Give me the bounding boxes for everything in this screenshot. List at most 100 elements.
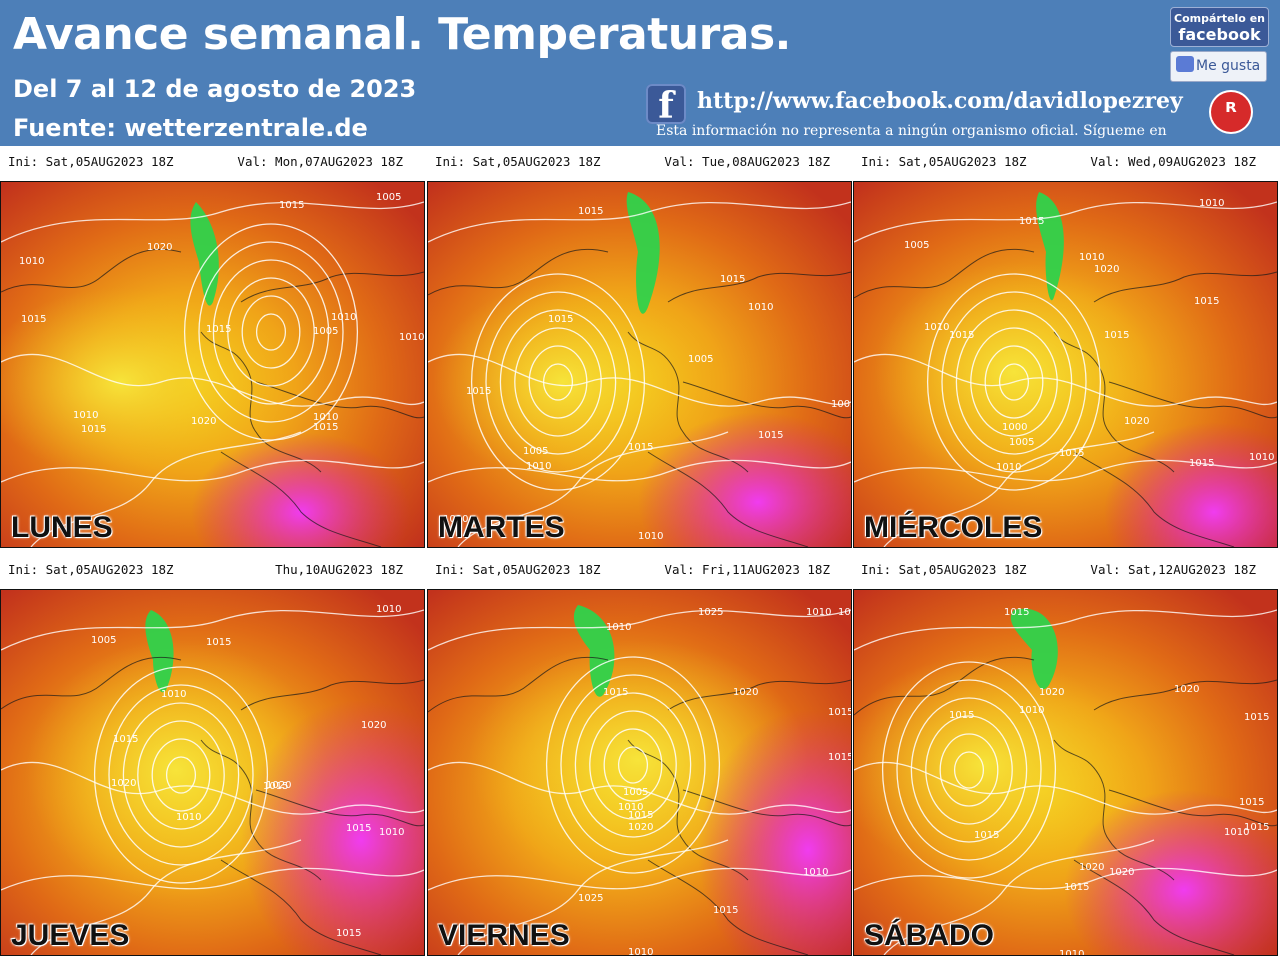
isobar	[939, 733, 999, 807]
isobar-label: 1015	[346, 823, 371, 834]
isobar	[1, 609, 424, 651]
thumbs-up-icon	[1176, 56, 1194, 72]
isobar-label: 1010	[376, 604, 401, 615]
isobar-label: 1020	[1109, 867, 1134, 878]
coastline	[200, 739, 322, 881]
coastline	[1053, 331, 1175, 473]
temperature-map: 1015 1015 1015 1010 1005 1015 1005 1010 1015 1020…	[427, 181, 852, 548]
isobar-label: 1010	[526, 461, 551, 472]
isobar	[428, 459, 851, 483]
isobar-label: 1020	[147, 242, 172, 253]
page-title: Avance semanal. Temperaturas.	[13, 9, 791, 60]
temperature-map: 1010 1005 1015 1010 1015 1020 1020 1015 1010 1020…	[0, 589, 425, 956]
valid-time: Val: Tue,08AUG2023 18Z	[664, 154, 830, 169]
coastline	[667, 679, 851, 711]
isobar	[485, 291, 631, 473]
isobar-label: 1015	[1104, 330, 1129, 341]
isobar-label: 1005	[623, 787, 648, 798]
like-button[interactable]: Me gusta	[1170, 51, 1267, 82]
isobar	[1, 867, 424, 891]
isobar-label: 1010	[838, 607, 851, 618]
forecast-panel: Ini: Sat,05AUG2023 18Z Thu,10AUG2023 18Z 1…	[0, 554, 425, 959]
isobar	[1, 353, 424, 407]
isobar	[910, 697, 1028, 843]
forecast-panel: Ini: Sat,05AUG2023 18Z Val: Wed,09AUG2023…	[853, 146, 1278, 551]
isobar-label: 1010	[1224, 827, 1249, 838]
panel-header: Ini: Sat,05AUG2023 18Z Val: Sat,12AUG2023…	[853, 554, 1278, 588]
isobar	[617, 746, 649, 784]
isobar-label: 1020	[191, 416, 216, 427]
coastline	[1, 248, 182, 293]
isobar	[883, 431, 1155, 547]
isobar-label: 1010	[803, 867, 828, 878]
isobar-label: 1020	[111, 778, 136, 789]
isobar-label: 1010	[313, 412, 338, 423]
isobar	[955, 309, 1073, 455]
warm-core-area	[1, 287, 261, 477]
isobar-label: 1015	[1244, 712, 1269, 723]
cold-area	[1010, 608, 1058, 690]
isobar-label: 1015	[336, 928, 361, 939]
isobar	[574, 692, 692, 838]
isobar	[227, 277, 315, 387]
isobar-label: 1015	[279, 200, 304, 211]
isobar-label: 1015	[974, 830, 999, 841]
isobar-label: 1020	[1039, 687, 1064, 698]
isobar-label: 1015	[1194, 296, 1219, 307]
coastline	[1053, 739, 1175, 881]
like-label: Me gusta	[1196, 58, 1261, 74]
isobar-label: 1015	[263, 781, 288, 792]
isobar-label: 1015	[466, 386, 491, 397]
isobar-label: 1015	[1059, 448, 1084, 459]
author-logo: ᴿ	[1211, 92, 1251, 132]
coastline	[240, 271, 424, 303]
coastline	[220, 451, 382, 547]
warm-core-area	[854, 655, 1134, 875]
coastline	[627, 739, 749, 881]
panel-header: Ini: Sat,05AUG2023 18Z Thu,10AUG2023 18Z	[0, 554, 425, 588]
isobar-label: 1015	[628, 442, 653, 453]
panel-header: Ini: Sat,05AUG2023 18Z Val: Tue,08AUG2023…	[427, 146, 852, 180]
isobar	[165, 756, 197, 794]
isobar	[970, 327, 1058, 437]
isobar-label: 1005	[831, 399, 851, 410]
isobar-label: 1015	[313, 422, 338, 433]
isobar	[30, 431, 302, 547]
isobar	[854, 201, 1277, 243]
date-range: Del 7 al 12 de agosto de 2023	[13, 75, 417, 103]
heat-area	[638, 412, 851, 547]
isobar	[998, 363, 1030, 401]
isobar	[470, 273, 646, 491]
map-graphic: 1015 1015 1015 1010 1005 1015 1005 1010 1015 1020…	[428, 182, 851, 547]
isobar	[1, 761, 424, 815]
isobar-label: 1005	[904, 240, 929, 251]
isobar-label: 1005	[376, 192, 401, 203]
isobar	[854, 459, 1277, 483]
isobar-label: 1015	[603, 687, 628, 698]
isobar-label: 1010	[1059, 949, 1084, 955]
isobar	[428, 867, 851, 891]
isobar-label: 1015	[949, 710, 974, 721]
isobar-label: 1015	[81, 424, 106, 435]
isobar	[108, 684, 254, 866]
isobar-label: 1015	[1189, 458, 1214, 469]
isobar-label: 1015	[1239, 797, 1264, 808]
isobar	[499, 309, 617, 455]
facebook-icon[interactable]: f	[646, 84, 686, 127]
isobar	[93, 666, 269, 884]
isobar	[854, 761, 1277, 815]
isobar-label: 1010	[618, 802, 643, 813]
day-label: SÁBADO	[864, 919, 995, 952]
isobar-label: 1020	[1079, 862, 1104, 873]
isobar-label: 1010	[1019, 705, 1044, 716]
share-facebook-button[interactable]: Compártelo en facebook	[1170, 7, 1269, 47]
isobar	[137, 720, 225, 830]
isobar-label: 1015	[1004, 607, 1029, 618]
isobar-label: 1015	[21, 314, 46, 325]
isobar-label: 1015	[1019, 216, 1044, 227]
valid-time: Val: Sat,12AUG2023 18Z	[1090, 562, 1256, 577]
isobar-label: 1010	[1079, 252, 1104, 263]
valid-time: Val: Wed,09AUG2023 18Z	[1090, 154, 1256, 169]
cold-area	[145, 610, 174, 693]
facebook-link[interactable]: http://www.facebook.com/davidlopezrey	[697, 88, 1183, 114]
